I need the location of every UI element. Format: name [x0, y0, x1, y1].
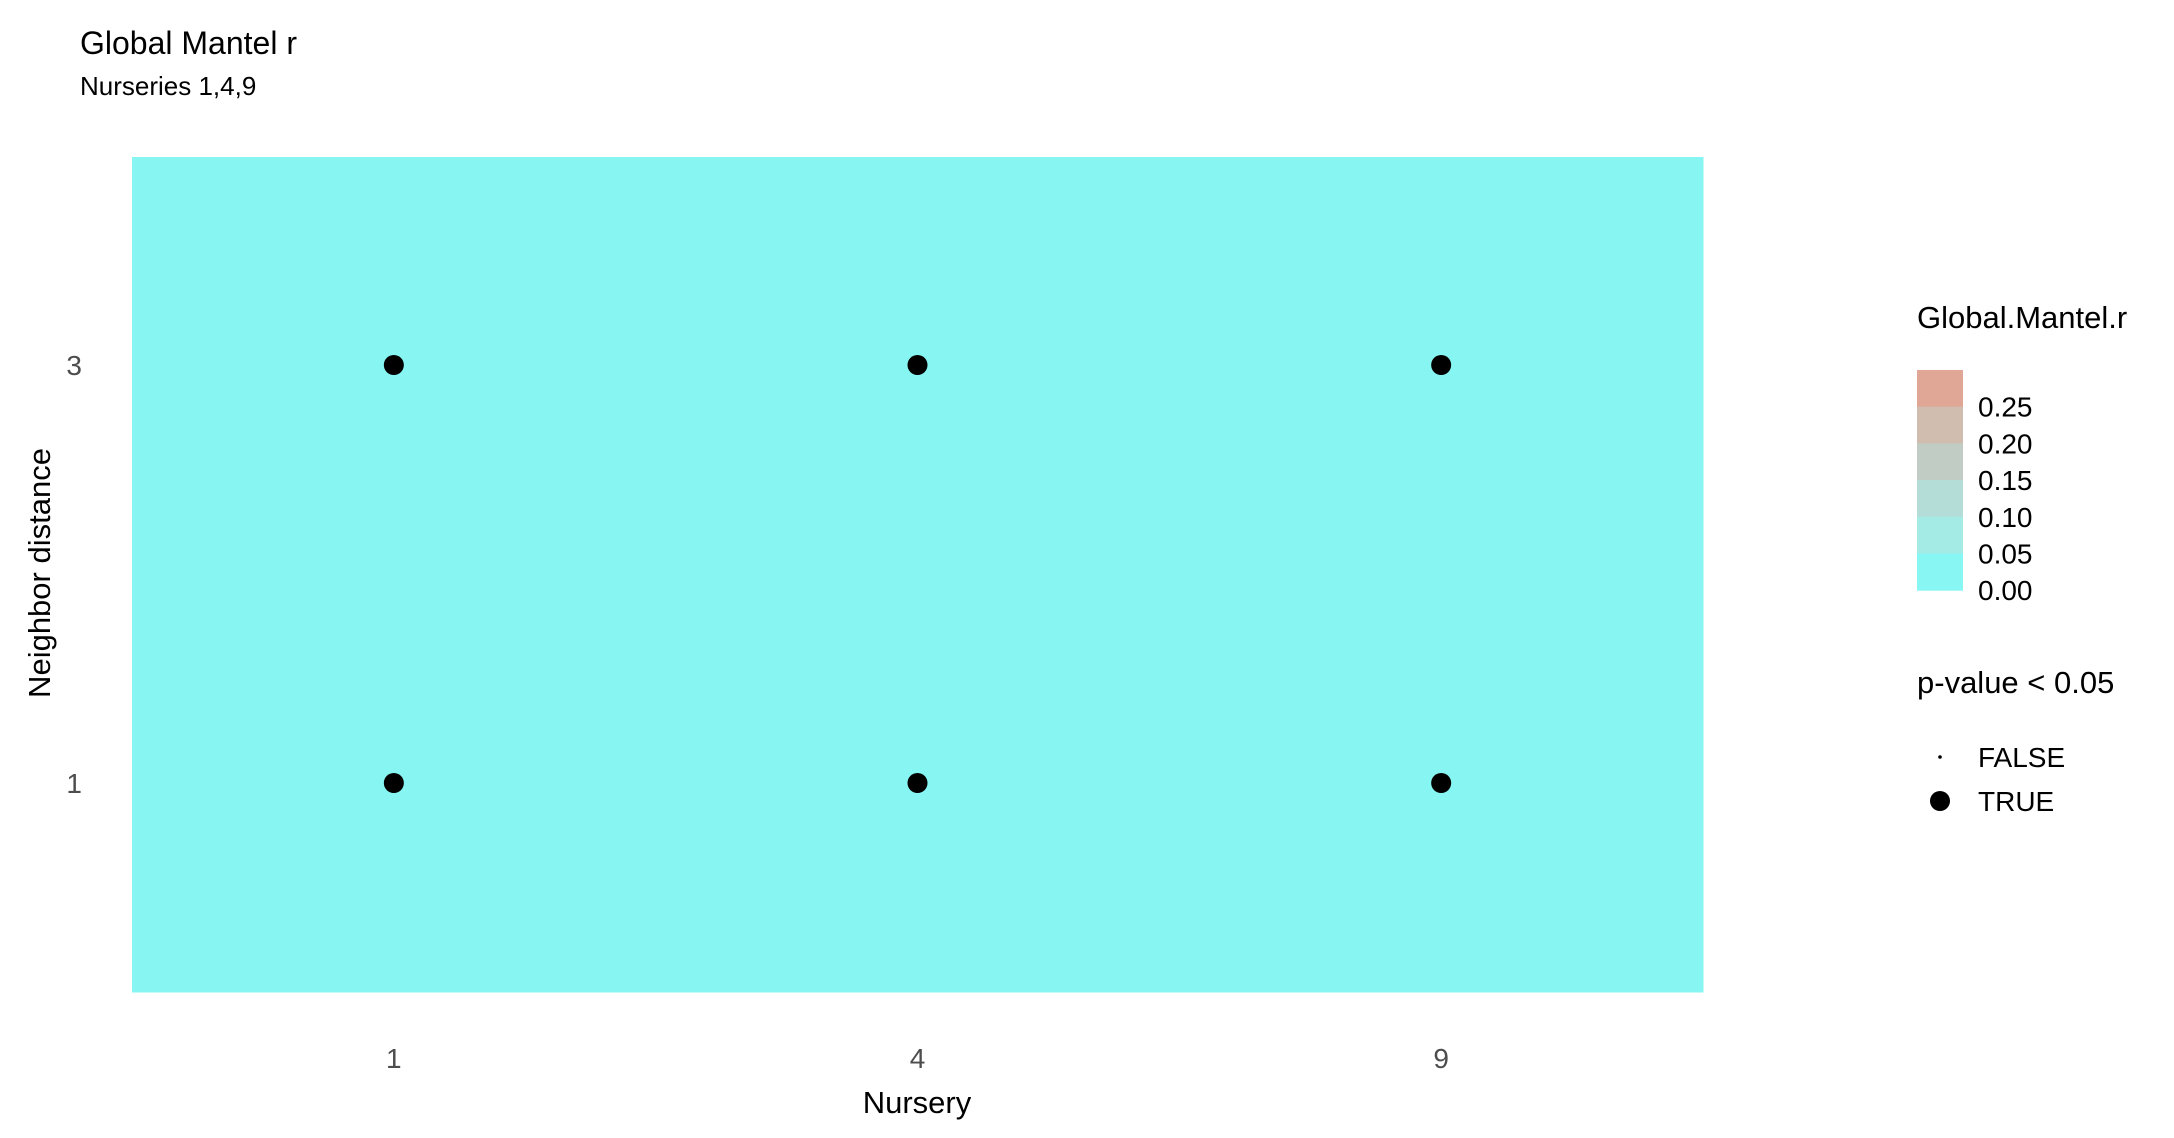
size-legend-label: TRUE [1978, 786, 2054, 817]
size-legend: p-value < 0.05 FALSE TRUE [1917, 665, 2114, 817]
size-legend-key [1938, 755, 1942, 759]
fill-legend-label: 0.25 [1978, 392, 2033, 423]
significance-points [383, 355, 1452, 793]
fill-legend-label: 0.00 [1978, 575, 2033, 606]
y-axis-title: Neighbor distance [22, 448, 57, 698]
fill-legend-label: 0.20 [1978, 428, 2033, 459]
significance-point [907, 355, 928, 375]
chart-subtitle: Nurseries 1,4,9 [80, 71, 256, 101]
fill-legend-title: Global.Mantel.r [1917, 300, 2127, 335]
fill-legend-label: 0.15 [1978, 465, 2033, 496]
fill-legend-swatch [1917, 480, 1963, 518]
significance-point [1431, 355, 1452, 375]
significance-point [383, 355, 404, 375]
fill-legend-swatch [1917, 516, 1963, 554]
x-tick-label: 1 [386, 1043, 402, 1074]
x-tick-label: 4 [910, 1043, 926, 1074]
size-legend-key [1930, 791, 1950, 811]
size-legend-title: p-value < 0.05 [1917, 665, 2114, 700]
fill-legend: Global.Mantel.r 0.25 0.20 0.15 0.10 0.05 0.00 [1917, 300, 2127, 606]
fill-legend-swatch [1917, 406, 1963, 444]
fill-legend-swatch [1917, 553, 1963, 591]
x-axis-title: Nursery [863, 1085, 972, 1120]
x-axis-ticks: 1 4 9 [386, 1043, 1449, 1074]
significance-point [1431, 773, 1452, 793]
y-tick-label: 3 [66, 350, 82, 381]
chart-title: Global Mantel r [80, 25, 297, 61]
y-axis-ticks: 13 [66, 350, 82, 799]
size-legend-label: FALSE [1978, 742, 2065, 773]
fill-legend-swatch [1917, 443, 1963, 481]
significance-point [907, 773, 928, 793]
fill-legend-label: 0.05 [1978, 539, 2033, 570]
y-tick-label: 1 [66, 768, 82, 799]
x-tick-label: 9 [1433, 1043, 1449, 1074]
significance-point [383, 773, 404, 793]
fill-legend-swatch [1917, 370, 1963, 408]
fill-legend-label: 0.10 [1978, 502, 2033, 533]
plot-panel [132, 157, 1704, 993]
